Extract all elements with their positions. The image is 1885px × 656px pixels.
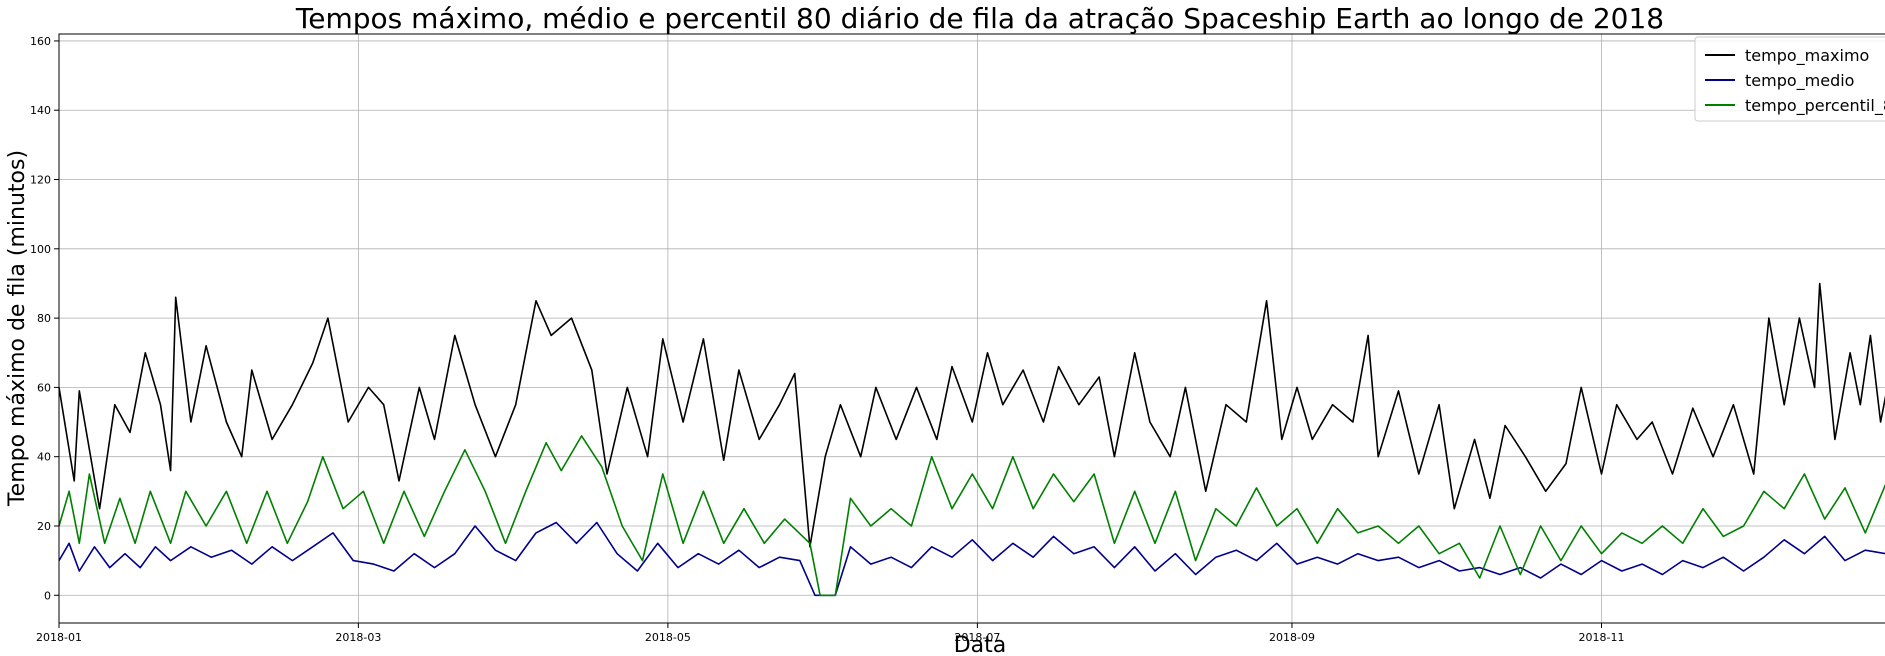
y-tick-label: 0 xyxy=(44,589,51,602)
x-tick-label: 2018-11 xyxy=(1579,631,1625,644)
series-line-tempo_maximo xyxy=(58,282,1885,548)
x-axis: 2018-01 2018-03 2018-05 2018-07 2018-09 2018-… xyxy=(36,623,1625,644)
y-tick-label: 100 xyxy=(30,243,51,256)
x-tick-label: 2018-03 xyxy=(335,631,381,644)
series-layer xyxy=(58,282,1885,597)
series-line-tempo_medio xyxy=(58,521,1885,597)
legend-label-tempo_percentil_80: tempo_percentil_80 xyxy=(1745,96,1885,116)
x-tick-label: 2018-09 xyxy=(1269,631,1315,644)
chart-title: Tempos máximo, médio e percentil 80 diár… xyxy=(295,2,1664,35)
legend: tempo_maximo tempo_medio tempo_percentil_8… xyxy=(1694,36,1885,122)
x-axis-label: Data xyxy=(954,633,1007,656)
legend-box xyxy=(1694,36,1885,122)
y-tick-label: 120 xyxy=(30,174,51,187)
x-tick-label: 2018-07 xyxy=(954,631,1000,644)
y-axis: 0 20 40 60 80 100 120 140 160 xyxy=(30,35,59,602)
y-axis-label: Tempo máximo de fila (minutos) xyxy=(5,150,30,507)
x-tick-label: 2018-05 xyxy=(645,631,691,644)
series-line-tempo_percentil_80 xyxy=(58,435,1885,597)
y-tick-label: 40 xyxy=(37,451,51,464)
y-tick-label: 160 xyxy=(30,35,51,48)
y-tick-label: 60 xyxy=(37,381,51,394)
x-tick-label: 2018-01 xyxy=(36,631,82,644)
plot-frame xyxy=(58,33,1885,624)
y-tick-label: 20 xyxy=(37,520,51,533)
legend-label-tempo_medio: tempo_medio xyxy=(1745,71,1854,91)
y-tick-label: 140 xyxy=(30,104,51,117)
legend-label-tempo_maximo: tempo_maximo xyxy=(1745,46,1869,66)
y-tick-label: 80 xyxy=(37,312,51,325)
grid xyxy=(58,34,1885,623)
